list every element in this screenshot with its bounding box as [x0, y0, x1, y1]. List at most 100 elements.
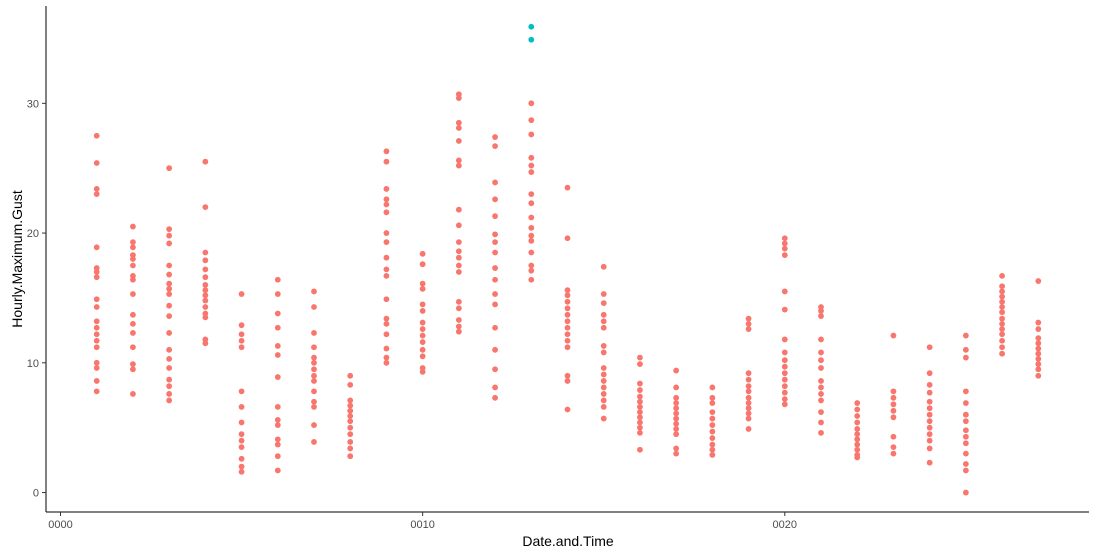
data-point — [854, 436, 861, 443]
data-point — [673, 367, 680, 374]
data-point — [962, 450, 969, 457]
data-point — [890, 450, 897, 457]
data-point — [709, 428, 716, 435]
data-point — [274, 374, 281, 380]
data-point — [709, 384, 716, 391]
data-point — [637, 424, 643, 431]
data-point — [93, 244, 100, 251]
data-point — [202, 297, 209, 304]
data-point — [962, 400, 969, 406]
data-point — [93, 337, 100, 344]
data-point — [419, 285, 426, 292]
data-point — [383, 186, 390, 192]
data-point — [93, 186, 100, 192]
data-point — [455, 262, 462, 269]
data-point — [492, 346, 498, 353]
data-point — [238, 468, 245, 475]
data-point — [419, 319, 426, 326]
data-point — [130, 256, 136, 262]
data-point — [419, 250, 426, 257]
data-point — [419, 346, 426, 353]
data-point — [347, 397, 354, 404]
data-point — [166, 262, 173, 269]
data-point — [130, 223, 136, 230]
data-point — [673, 431, 680, 438]
data-point — [455, 269, 462, 275]
data-point — [383, 148, 390, 155]
data-point — [274, 436, 281, 443]
data-point — [383, 296, 390, 303]
data-point — [564, 344, 571, 351]
data-point — [528, 214, 535, 221]
data-point — [999, 337, 1005, 344]
data-point — [528, 100, 535, 107]
data-point — [93, 378, 100, 384]
data-point — [745, 320, 752, 327]
data-point — [962, 440, 969, 447]
data-point — [854, 446, 861, 453]
data-point — [709, 409, 716, 415]
data-point — [202, 257, 209, 264]
data-point — [1035, 278, 1042, 284]
data-point — [202, 274, 209, 281]
data-point — [274, 441, 281, 448]
data-point — [673, 415, 680, 422]
data-point — [926, 405, 933, 412]
data-point — [419, 308, 426, 314]
data-point — [311, 304, 317, 310]
data-point — [274, 404, 281, 410]
data-point — [890, 401, 897, 408]
data-point — [238, 463, 245, 470]
data-point — [709, 446, 716, 453]
data-point — [528, 276, 535, 283]
data-point — [962, 467, 969, 474]
data-point — [528, 36, 535, 43]
data-point — [93, 324, 100, 331]
data-point — [1035, 335, 1042, 342]
data-point — [93, 359, 100, 366]
data-point — [311, 398, 317, 405]
data-point — [745, 410, 752, 417]
data-point — [202, 287, 209, 294]
x-axis-ticks: 0000 0010 0020 — [48, 512, 797, 531]
data-point — [419, 326, 426, 332]
data-point — [166, 313, 173, 319]
data-point — [1035, 372, 1042, 379]
data-point — [890, 444, 897, 451]
data-point — [926, 459, 933, 466]
data-point — [93, 331, 100, 338]
data-point — [383, 315, 390, 322]
data-point — [600, 291, 607, 297]
data-point — [347, 413, 354, 419]
data-point — [999, 309, 1005, 316]
data-point — [818, 391, 824, 397]
data-point — [673, 420, 680, 427]
data-point — [166, 291, 173, 297]
data-point — [455, 317, 462, 323]
data-point — [166, 280, 173, 287]
data-point — [202, 204, 209, 211]
data-point — [709, 452, 716, 458]
data-point — [600, 415, 607, 422]
data-point — [854, 441, 861, 448]
data-point — [999, 350, 1005, 357]
data-point — [600, 324, 607, 331]
data-point — [962, 433, 969, 440]
data-point — [926, 389, 933, 396]
data-point — [130, 239, 136, 246]
data-point — [962, 388, 969, 395]
data-point — [926, 411, 933, 418]
data-point — [455, 125, 462, 131]
data-point — [781, 349, 788, 356]
data-point — [383, 320, 390, 327]
x-axis-title: Date.and.Time — [522, 533, 614, 549]
data-point — [781, 396, 788, 403]
data-point — [564, 331, 571, 338]
data-point — [274, 416, 281, 423]
data-point — [781, 240, 788, 247]
data-point — [166, 356, 173, 362]
data-point — [1035, 319, 1042, 326]
data-point — [818, 308, 824, 314]
data-point — [600, 343, 607, 349]
data-point — [890, 433, 897, 440]
